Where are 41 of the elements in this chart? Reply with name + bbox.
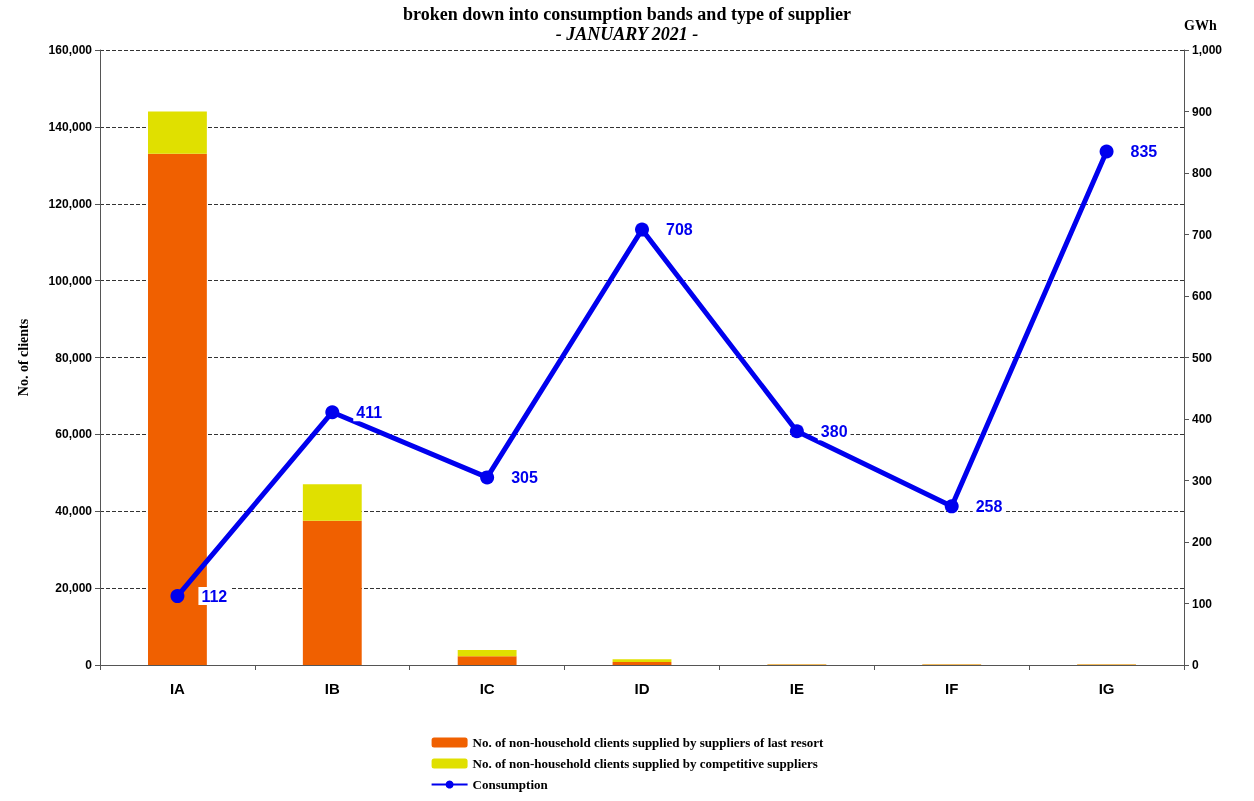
y-tick-label: 20,000: [55, 581, 93, 596]
chart-subtitle: - JANUARY 2021 -: [555, 24, 699, 44]
y-tick-label: 140,000: [48, 119, 93, 134]
y-tick-label: 120,000: [48, 196, 93, 211]
data-label: 835: [1130, 142, 1158, 160]
y2-tick-label: 100: [1192, 596, 1213, 611]
y2-tick-label: 0: [1192, 658, 1199, 672]
legend-label: No. of non-household clients supplied by suppliers of last resort: [472, 735, 825, 750]
y-tick-label: 40,000: [55, 504, 93, 519]
legend-label: No. of non-household clients supplied by competitive suppliers: [472, 756, 818, 771]
y2-tick-label: 1,000: [1192, 43, 1223, 57]
y2-tick-label: 500: [1192, 350, 1213, 365]
y2-tick-label: 700: [1192, 227, 1213, 242]
y-tick-label: 80,000: [55, 350, 93, 365]
x-tick-label: ID: [634, 680, 650, 697]
y2-axis-title: GWh: [1184, 17, 1217, 33]
y2-tick-label: 600: [1192, 289, 1213, 303]
y-tick-label: 60,000: [55, 427, 93, 442]
chart-title: broken down into consumption bands and type of supplier: [403, 4, 851, 24]
x-tick-label: IC: [479, 680, 495, 697]
legend-label: Consumption: [472, 777, 549, 792]
y2-tick-label: 900: [1192, 104, 1213, 119]
y2-tick-label: 200: [1192, 535, 1213, 549]
y-axis-title: No. of clients: [15, 318, 31, 397]
y2-tick-label: 800: [1192, 166, 1213, 180]
y-tick-label: 160,000: [48, 43, 93, 57]
data-label: 380: [820, 422, 848, 440]
x-tick-label: IB: [324, 680, 340, 697]
data-label: 305: [511, 468, 538, 486]
y-tick-label: 100,000: [48, 273, 93, 288]
x-tick-label: IF: [945, 680, 959, 697]
data-label: 708: [666, 221, 693, 239]
data-label: 112: [201, 587, 228, 605]
x-tick-label: IA: [169, 680, 186, 697]
y2-tick-label: 300: [1192, 473, 1213, 488]
x-tick-label: IG: [1098, 680, 1115, 697]
data-label: 411: [356, 403, 383, 421]
x-tick-label: IE: [789, 680, 804, 697]
y-tick-label: 0: [85, 658, 93, 672]
y2-tick-label: 400: [1192, 412, 1213, 426]
data-label: 258: [975, 497, 1003, 515]
